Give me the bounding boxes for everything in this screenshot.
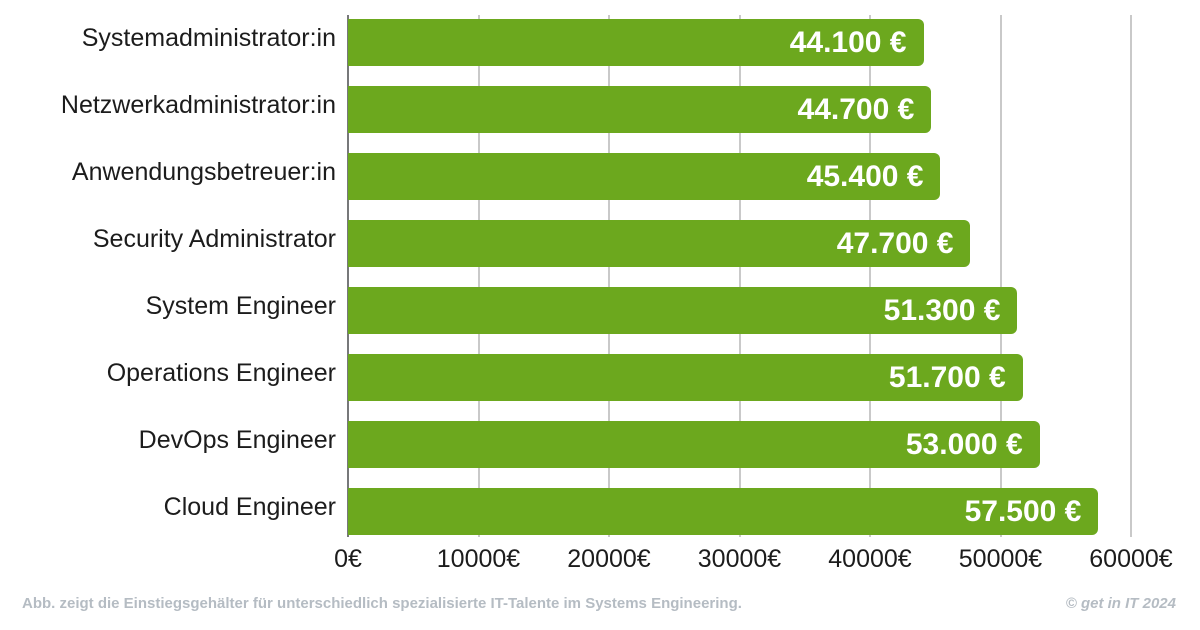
bar-value-label: 53.000 € [905,428,1023,461]
x-tick-label: 20000€ [567,545,651,573]
category-label: System Engineer [145,292,336,320]
salary-bar: 44.700 € [348,86,932,133]
gridline [608,15,610,537]
bar-row: 57.500 € [348,488,1099,535]
salary-bar: 45.400 € [348,153,941,200]
salary-bar: 44.100 € [348,19,924,66]
bar-value-label: 44.700 € [797,93,915,126]
category-label: DevOps Engineer [138,426,336,454]
bar-value-label: 51.700 € [888,361,1006,394]
gridline [999,15,1002,537]
gridline [1130,15,1132,537]
salary-bar: 53.000 € [348,421,1040,468]
figure-caption: Abb. zeigt die Einstiegsgehälter für unt… [22,595,742,612]
gridline [869,15,871,537]
bar-row: 44.700 € [348,86,932,133]
bar-value-label: 57.500 € [964,495,1082,528]
bar-value-label: 44.100 € [789,26,907,59]
x-tick-label: 40000€ [828,545,912,573]
x-tick-label: 60000€ [1089,545,1173,573]
copyright-notice: © get in IT 2024 [1065,595,1176,612]
salary-bar: 51.300 € [348,287,1018,334]
category-label: Systemadministrator:in [81,24,336,52]
x-tick-label: 0€ [334,545,362,573]
bar-value-label: 51.300 € [883,294,1001,327]
x-tick-label: 10000€ [436,545,521,573]
zero-axis-line [347,15,349,537]
bar-row: 47.700 € [348,220,971,267]
salary-bar: 51.700 € [348,354,1023,401]
bar-row: 51.700 € [348,354,1023,401]
category-label: Netzwerkadministrator:in [60,91,336,119]
x-tick-label: 30000€ [697,545,782,573]
bar-value-label: 47.700 € [836,227,954,260]
salary-bar: 47.700 € [348,220,971,267]
bar-row: 44.100 € [348,19,924,66]
x-tick-label: 50000€ [958,545,1043,573]
plot-area: 44.100 € 44.700 € 45.400 € 47.700 € 51.300 €… [347,15,1178,537]
category-label: Cloud Engineer [163,493,336,521]
x-axis: 0€ 10000€ 20000€ 30000€ 40000€ 50000€ 60000€ [334,545,1178,577]
salary-bar: 57.500 € [348,488,1099,535]
gridline [477,15,480,537]
gridline [738,15,741,537]
category-label: Security Administrator [92,225,336,253]
bar-row: 53.000 € [348,421,1040,468]
bar-row: 51.300 € [348,287,1018,334]
bar-row: 45.400 € [348,153,941,200]
bar-value-label: 45.400 € [806,160,924,193]
category-axis: Systemadministrator:in Netzwerkadministra… [0,15,336,551]
category-label: Anwendungsbetreuer:in [71,158,336,186]
category-label: Operations Engineer [106,359,336,387]
